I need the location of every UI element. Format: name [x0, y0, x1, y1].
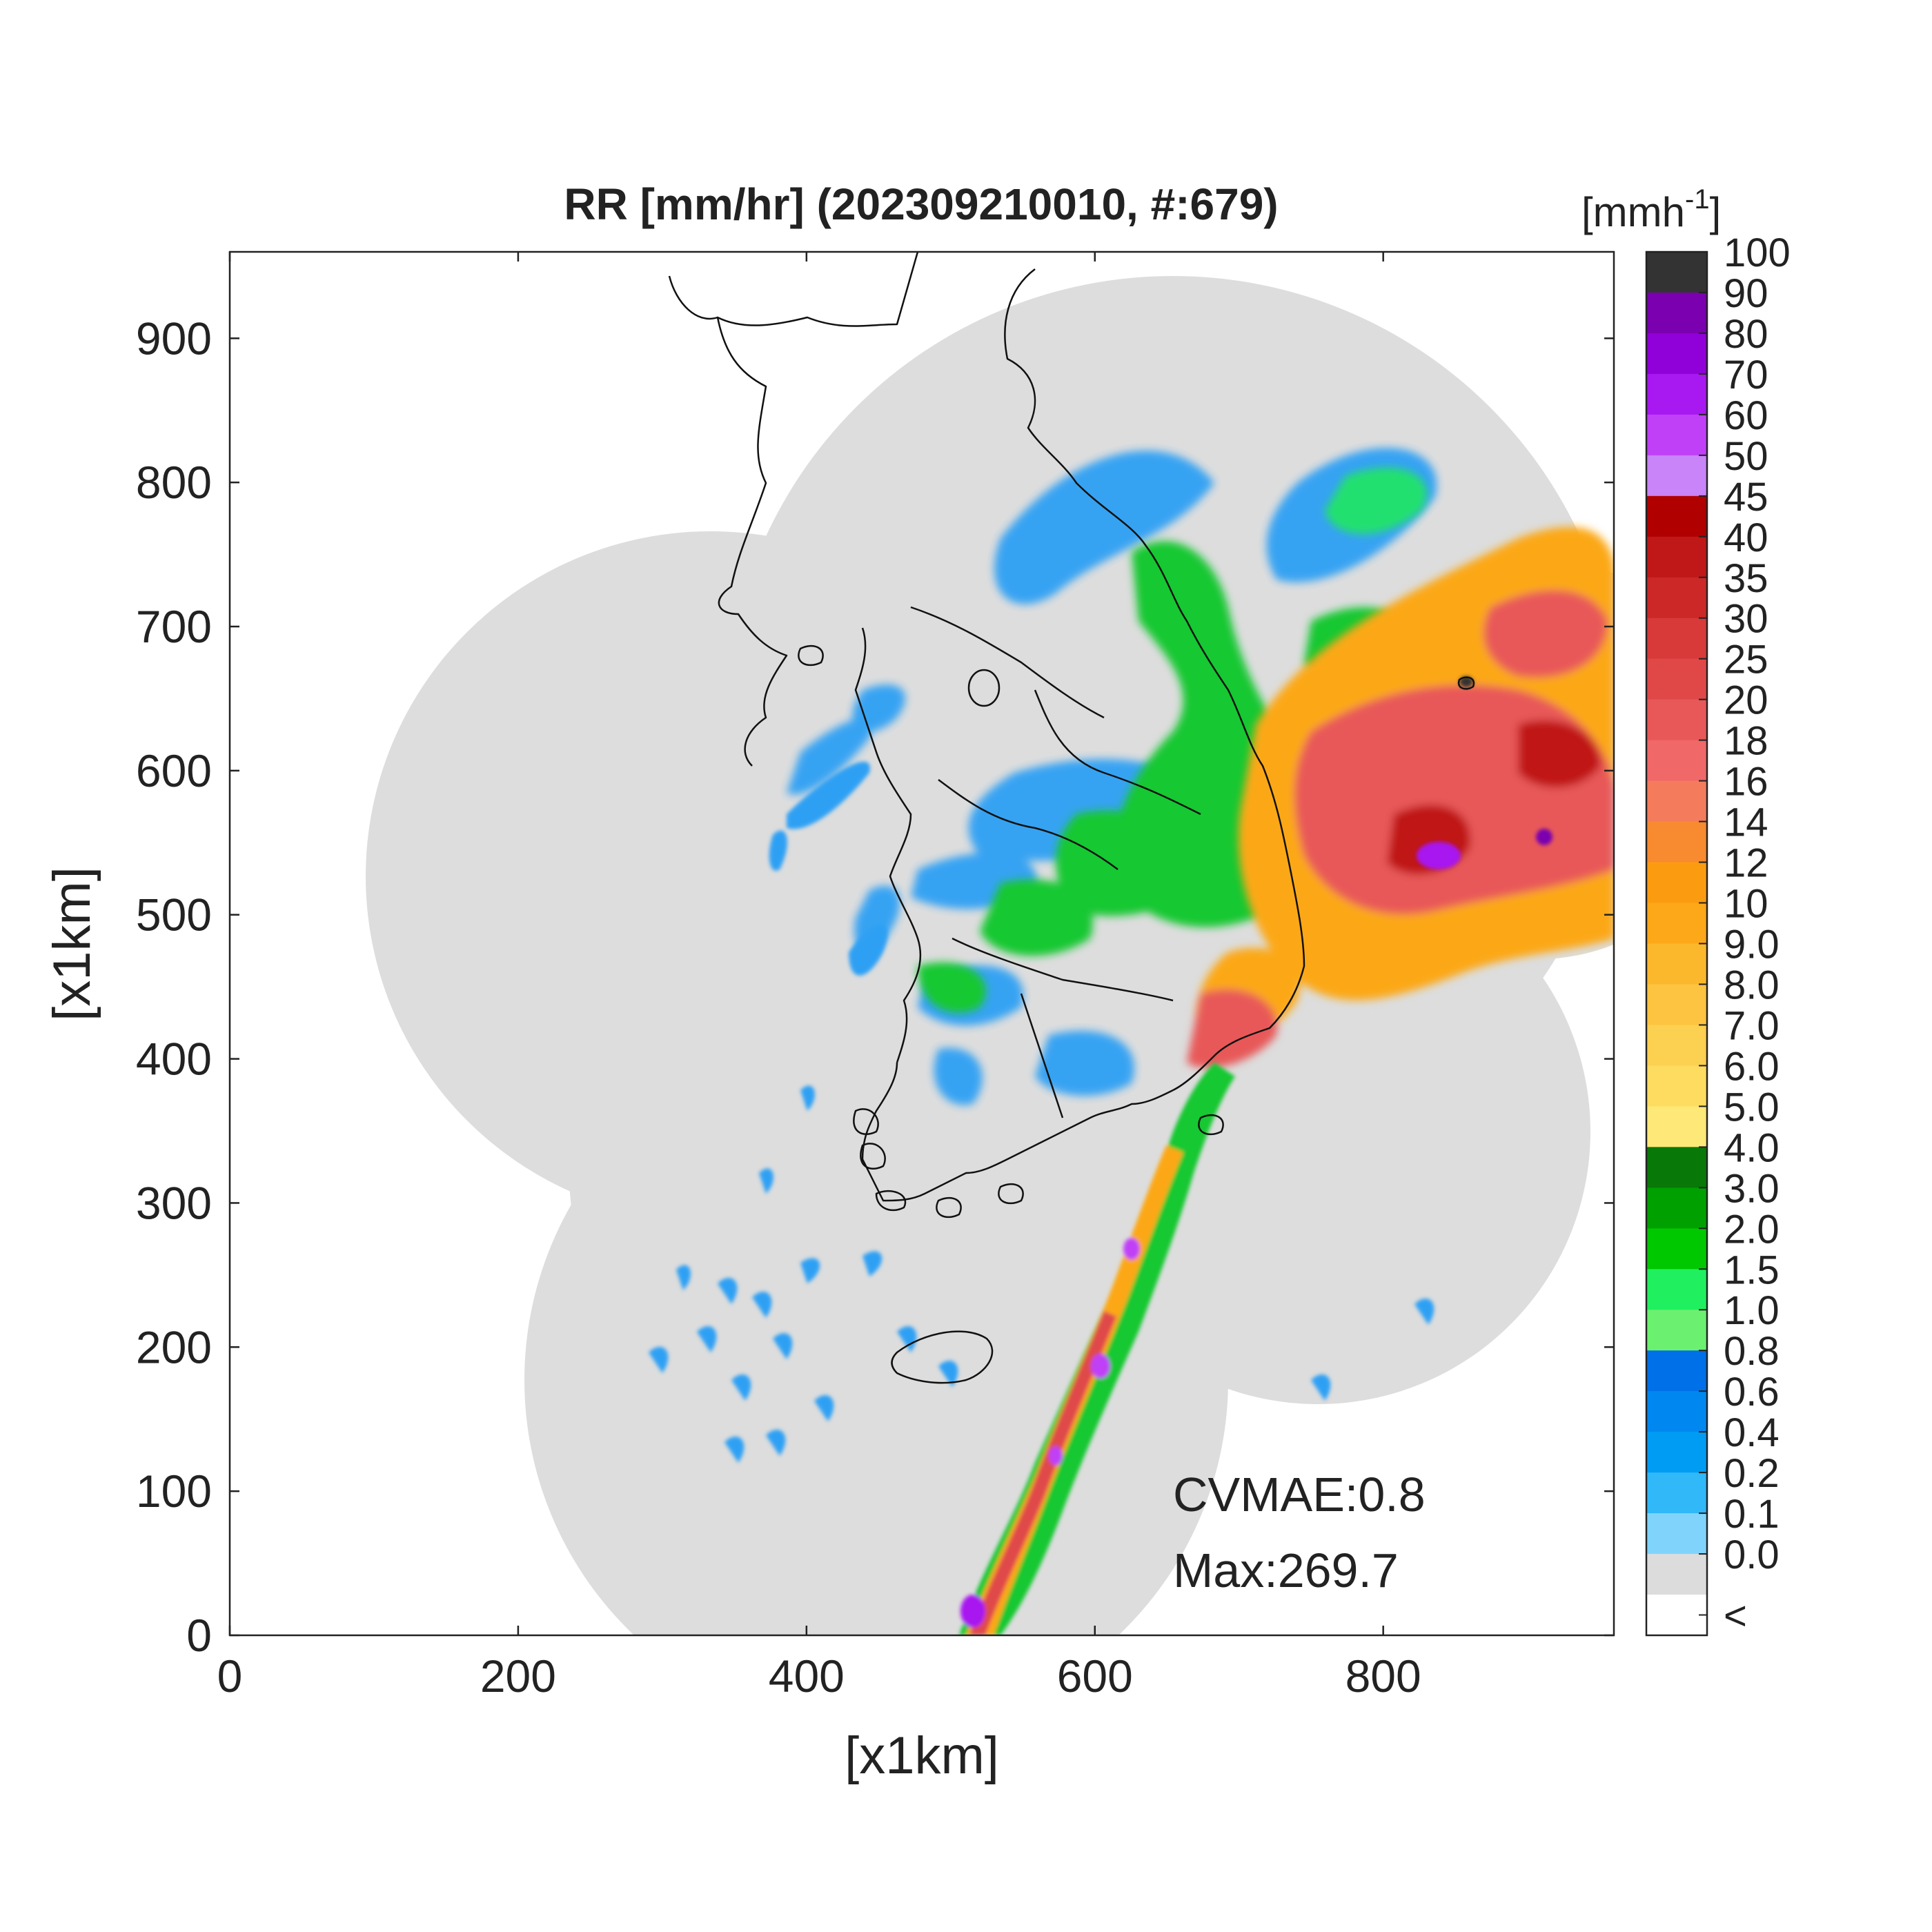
colorbar-segment	[1646, 577, 1707, 619]
colorbar-label: 60	[1724, 393, 1768, 438]
x-tick-label: 600	[1057, 1650, 1133, 1702]
y-tick-label: 600	[136, 745, 212, 796]
x-axis: 0 200 400 600 800	[217, 252, 1421, 1702]
chart-title: RR [mm/hr] (202309210010, #:679)	[564, 179, 1278, 229]
colorbar-segment	[1646, 1310, 1707, 1351]
colorbar-label: 70	[1724, 353, 1768, 397]
colorbar: 100908070605045403530252018161412109.08.…	[1645, 230, 1791, 1639]
colorbar-segment	[1646, 333, 1707, 375]
colorbar-segment	[1646, 1147, 1707, 1188]
colorbar-segment	[1646, 1472, 1707, 1514]
colorbar-label: 18	[1724, 719, 1768, 764]
colorbar-segment	[1646, 1595, 1707, 1636]
colorbar-segment	[1646, 618, 1707, 660]
max-annotation: Max:269.7	[1173, 1544, 1399, 1597]
colorbar-label: 2.0	[1724, 1207, 1780, 1252]
y-tick-label: 700	[136, 601, 212, 652]
colorbar-label: 25	[1724, 638, 1768, 682]
colorbar-segment	[1646, 1269, 1707, 1310]
colorbar-label: 80	[1724, 312, 1768, 357]
colorbar-segment	[1646, 373, 1707, 415]
plot-area: CVMAE:0.8 Max:269.7	[230, 252, 1614, 1635]
colorbar-label: 40	[1724, 515, 1768, 560]
y-tick-label: 300	[136, 1177, 212, 1228]
colorbar-label: 0.1	[1724, 1492, 1780, 1537]
colorbar-label: 5.0	[1724, 1085, 1780, 1130]
y-axis: 0 100 200 300 400 500 600 700 800 900	[136, 313, 1614, 1661]
y-tick-label: 0	[186, 1610, 212, 1661]
colorbar-unit: [mmh-1]	[1581, 184, 1721, 235]
colorbar-segment	[1646, 1350, 1707, 1392]
colorbar-segment	[1646, 821, 1707, 863]
colorbar-label: 30	[1724, 597, 1768, 642]
colorbar-label: 7.0	[1724, 1003, 1780, 1048]
colorbar-label: 14	[1724, 800, 1768, 845]
colorbar-segment	[1646, 495, 1707, 538]
colorbar-segment	[1646, 1106, 1707, 1147]
colorbar-label: 3.0	[1724, 1166, 1780, 1211]
x-tick-label: 200	[480, 1650, 556, 1702]
colorbar-label: 0.0	[1724, 1532, 1780, 1577]
colorbar-segment	[1646, 292, 1707, 334]
colorbar-segment	[1646, 903, 1707, 944]
colorbar-label: 100	[1724, 230, 1791, 275]
cvmae-annotation: CVMAE:0.8	[1173, 1468, 1426, 1521]
plot-frame	[228, 250, 1615, 1637]
colorbar-label: 20	[1724, 678, 1768, 723]
y-tick-label: 800	[136, 457, 212, 508]
y-tick-label: 200	[136, 1321, 212, 1372]
colorbar-segment	[1646, 252, 1707, 293]
colorbar-label: 4.0	[1724, 1125, 1780, 1170]
colorbar-label: 9.0	[1724, 923, 1780, 967]
colorbar-label: 0.6	[1724, 1370, 1780, 1414]
y-tick-label: 500	[136, 889, 212, 940]
colorbar-segment	[1646, 1187, 1707, 1229]
colorbar-label: 16	[1724, 760, 1768, 805]
colorbar-label: 1.0	[1724, 1288, 1780, 1333]
y-axis-label: [x1km]	[43, 867, 101, 1021]
colorbar-label: 1.5	[1724, 1248, 1780, 1292]
colorbar-label: 12	[1724, 841, 1768, 886]
colorbar-segment	[1646, 1025, 1707, 1066]
colorbar-segment	[1646, 984, 1707, 1025]
x-tick-label: 0	[217, 1650, 243, 1702]
colorbar-segment	[1646, 1513, 1707, 1555]
colorbar-label: 45	[1724, 475, 1768, 520]
x-axis-label: [x1km]	[845, 1726, 999, 1785]
y-tick-label: 400	[136, 1034, 212, 1085]
colorbar-segment	[1646, 1065, 1707, 1107]
colorbar-label: <	[1724, 1594, 1747, 1639]
colorbar-label: 0.2	[1724, 1451, 1780, 1496]
colorbar-segment	[1646, 862, 1707, 904]
colorbar-label: 35	[1724, 556, 1768, 601]
y-tick-label: 900	[136, 313, 212, 364]
precipitation-field	[649, 448, 1614, 1635]
colorbar-segment	[1646, 1228, 1707, 1270]
x-tick-label: 800	[1346, 1650, 1421, 1702]
colorbar-label: 10	[1724, 882, 1768, 927]
colorbar-segment	[1646, 1554, 1707, 1595]
colorbar-label: 8.0	[1724, 963, 1780, 1007]
colorbar-label: 50	[1724, 434, 1768, 479]
colorbar-segment	[1646, 699, 1707, 741]
colorbar-label: 90	[1724, 271, 1768, 316]
colorbar-label: 0.4	[1724, 1410, 1780, 1455]
colorbar-label: 6.0	[1724, 1044, 1780, 1089]
colorbar-segment	[1646, 658, 1707, 700]
y-tick-label: 100	[136, 1466, 212, 1517]
x-tick-label: 400	[769, 1650, 845, 1702]
colorbar-segment	[1646, 943, 1707, 985]
colorbar-segment	[1646, 1432, 1707, 1473]
colorbar-segment	[1646, 536, 1707, 578]
colorbar-segment	[1646, 455, 1707, 497]
coastline-borders	[668, 252, 1475, 1384]
colorbar-segment	[1646, 780, 1707, 822]
colorbar-segment	[1646, 740, 1707, 782]
colorbar-segment	[1646, 414, 1707, 456]
colorbar-segment	[1646, 1391, 1707, 1432]
colorbar-label: 0.8	[1724, 1329, 1780, 1374]
